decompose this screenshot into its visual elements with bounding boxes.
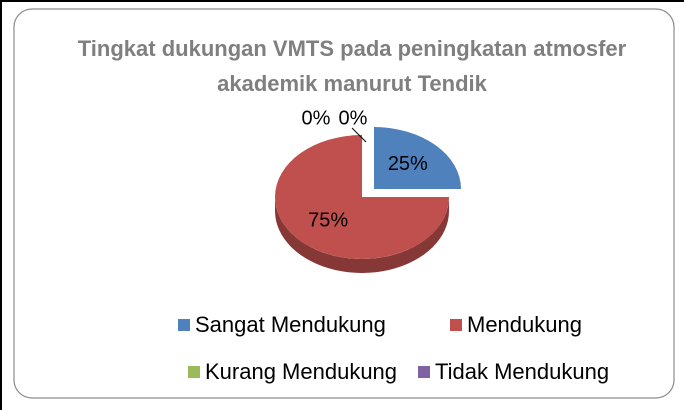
slice-side bbox=[275, 197, 449, 273]
data-label: 75% bbox=[308, 209, 348, 231]
slice bbox=[275, 135, 449, 259]
leader-line bbox=[351, 127, 367, 143]
legend-swatch bbox=[178, 319, 190, 331]
legend: Sangat Mendukung Mendukung Kurang Mendukun… bbox=[178, 312, 609, 384]
chart-title: Tingkat dukungan VMTS pada peningkatan a… bbox=[78, 36, 627, 96]
data-label: 25% bbox=[388, 153, 428, 175]
legend-label: Sangat Mendukung bbox=[195, 312, 386, 337]
legend-label: Tidak Mendukung bbox=[435, 359, 609, 384]
legend-swatch bbox=[418, 366, 430, 378]
data-label: 0% bbox=[339, 107, 368, 129]
legend-swatch bbox=[450, 319, 462, 331]
slice bbox=[374, 127, 461, 189]
pie: 25% 75% 0% 0% bbox=[275, 107, 461, 273]
data-label: 0% bbox=[302, 107, 331, 129]
legend-swatch bbox=[188, 366, 200, 378]
legend-label: Kurang Mendukung bbox=[205, 359, 397, 384]
legend-label: Mendukung bbox=[467, 312, 582, 337]
